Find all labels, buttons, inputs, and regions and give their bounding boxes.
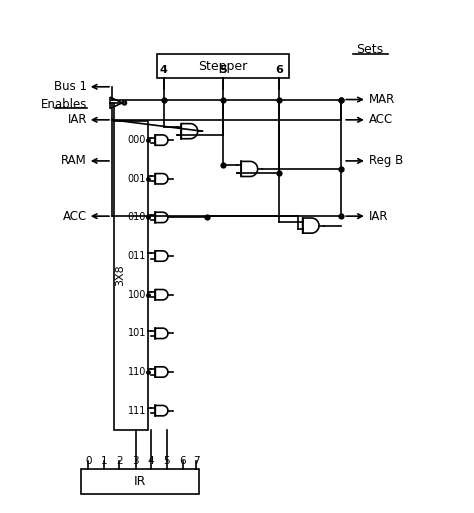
Polygon shape (155, 289, 168, 300)
Text: 5: 5 (219, 66, 227, 75)
Polygon shape (241, 162, 258, 176)
FancyBboxPatch shape (81, 469, 199, 494)
Text: IAR: IAR (67, 113, 87, 126)
Text: 4: 4 (148, 456, 155, 466)
Text: 3: 3 (132, 456, 139, 466)
Polygon shape (155, 405, 168, 416)
Text: 6: 6 (179, 456, 186, 466)
Text: 2: 2 (116, 456, 123, 466)
Polygon shape (155, 328, 168, 339)
Text: RAM: RAM (61, 154, 87, 167)
Text: Enables: Enables (40, 98, 87, 111)
Polygon shape (155, 173, 168, 184)
Text: 000: 000 (128, 135, 146, 145)
Text: 4: 4 (160, 66, 168, 75)
Polygon shape (155, 212, 168, 223)
Text: 1: 1 (100, 456, 107, 466)
Text: 7: 7 (192, 456, 199, 466)
Text: 3X8: 3X8 (115, 265, 126, 286)
Text: 100: 100 (128, 290, 146, 300)
Text: ACC: ACC (63, 210, 87, 223)
FancyBboxPatch shape (157, 54, 289, 78)
Text: 0: 0 (85, 456, 91, 466)
Text: 010: 010 (128, 212, 146, 223)
FancyBboxPatch shape (114, 121, 148, 430)
Text: Bus 1: Bus 1 (54, 81, 87, 93)
Text: ACC: ACC (369, 113, 393, 126)
Text: 011: 011 (128, 251, 146, 261)
Text: 101: 101 (128, 328, 146, 339)
Text: 6: 6 (275, 66, 283, 75)
Polygon shape (181, 124, 198, 139)
Text: 110: 110 (128, 367, 146, 377)
Text: IAR: IAR (369, 210, 389, 223)
Text: 001: 001 (128, 174, 146, 184)
Text: Reg B: Reg B (369, 154, 403, 167)
Text: Stepper: Stepper (198, 60, 247, 72)
Text: MAR: MAR (369, 93, 395, 106)
Polygon shape (155, 367, 168, 377)
Polygon shape (155, 251, 168, 261)
Polygon shape (155, 135, 168, 145)
Polygon shape (110, 97, 122, 109)
Text: 111: 111 (128, 406, 146, 416)
Text: IR: IR (134, 475, 146, 488)
Text: 5: 5 (164, 456, 170, 466)
Text: Sets: Sets (356, 44, 383, 56)
Polygon shape (302, 218, 319, 233)
